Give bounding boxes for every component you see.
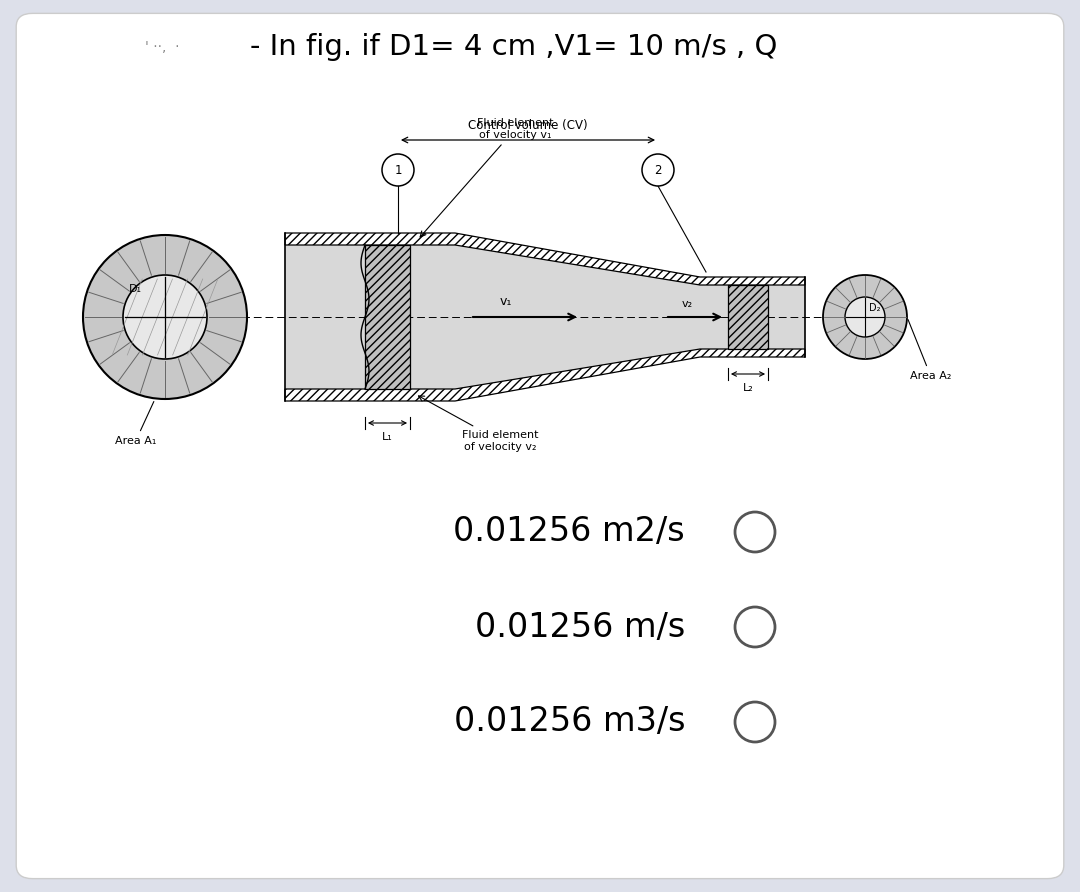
Text: Control volume (CV): Control volume (CV) <box>469 119 588 132</box>
Text: L₁: L₁ <box>382 432 393 442</box>
Text: Fluid element
of velocity v₁: Fluid element of velocity v₁ <box>420 119 553 237</box>
Text: - In fig. if D1= 4 cm ,V1= 10 m/s , Q: - In fig. if D1= 4 cm ,V1= 10 m/s , Q <box>249 33 778 61</box>
Text: Area A₁: Area A₁ <box>114 401 157 446</box>
Polygon shape <box>285 245 805 389</box>
Text: 0.01256 m2/s: 0.01256 m2/s <box>454 516 685 549</box>
Text: 0.01256 m3/s: 0.01256 m3/s <box>454 706 685 739</box>
Text: ' ··,  ·: ' ··, · <box>145 40 179 54</box>
Circle shape <box>123 275 207 359</box>
Text: v₁: v₁ <box>500 295 512 308</box>
Circle shape <box>642 154 674 186</box>
Polygon shape <box>728 285 768 349</box>
Text: 2: 2 <box>654 163 662 177</box>
Polygon shape <box>365 245 410 389</box>
Circle shape <box>823 275 907 359</box>
Polygon shape <box>285 349 805 401</box>
Text: v₂: v₂ <box>681 299 693 309</box>
Text: 1: 1 <box>394 163 402 177</box>
Text: Fluid element
of velocity v₂: Fluid element of velocity v₂ <box>419 396 538 451</box>
Circle shape <box>382 154 414 186</box>
Text: Area A₂: Area A₂ <box>908 319 951 381</box>
Text: D₂: D₂ <box>869 303 880 313</box>
Circle shape <box>83 235 247 399</box>
Polygon shape <box>285 233 805 285</box>
Text: 0.01256 m/s: 0.01256 m/s <box>475 610 685 643</box>
Text: D₁: D₁ <box>129 284 141 294</box>
Text: L₂: L₂ <box>743 383 754 393</box>
Circle shape <box>845 297 885 337</box>
